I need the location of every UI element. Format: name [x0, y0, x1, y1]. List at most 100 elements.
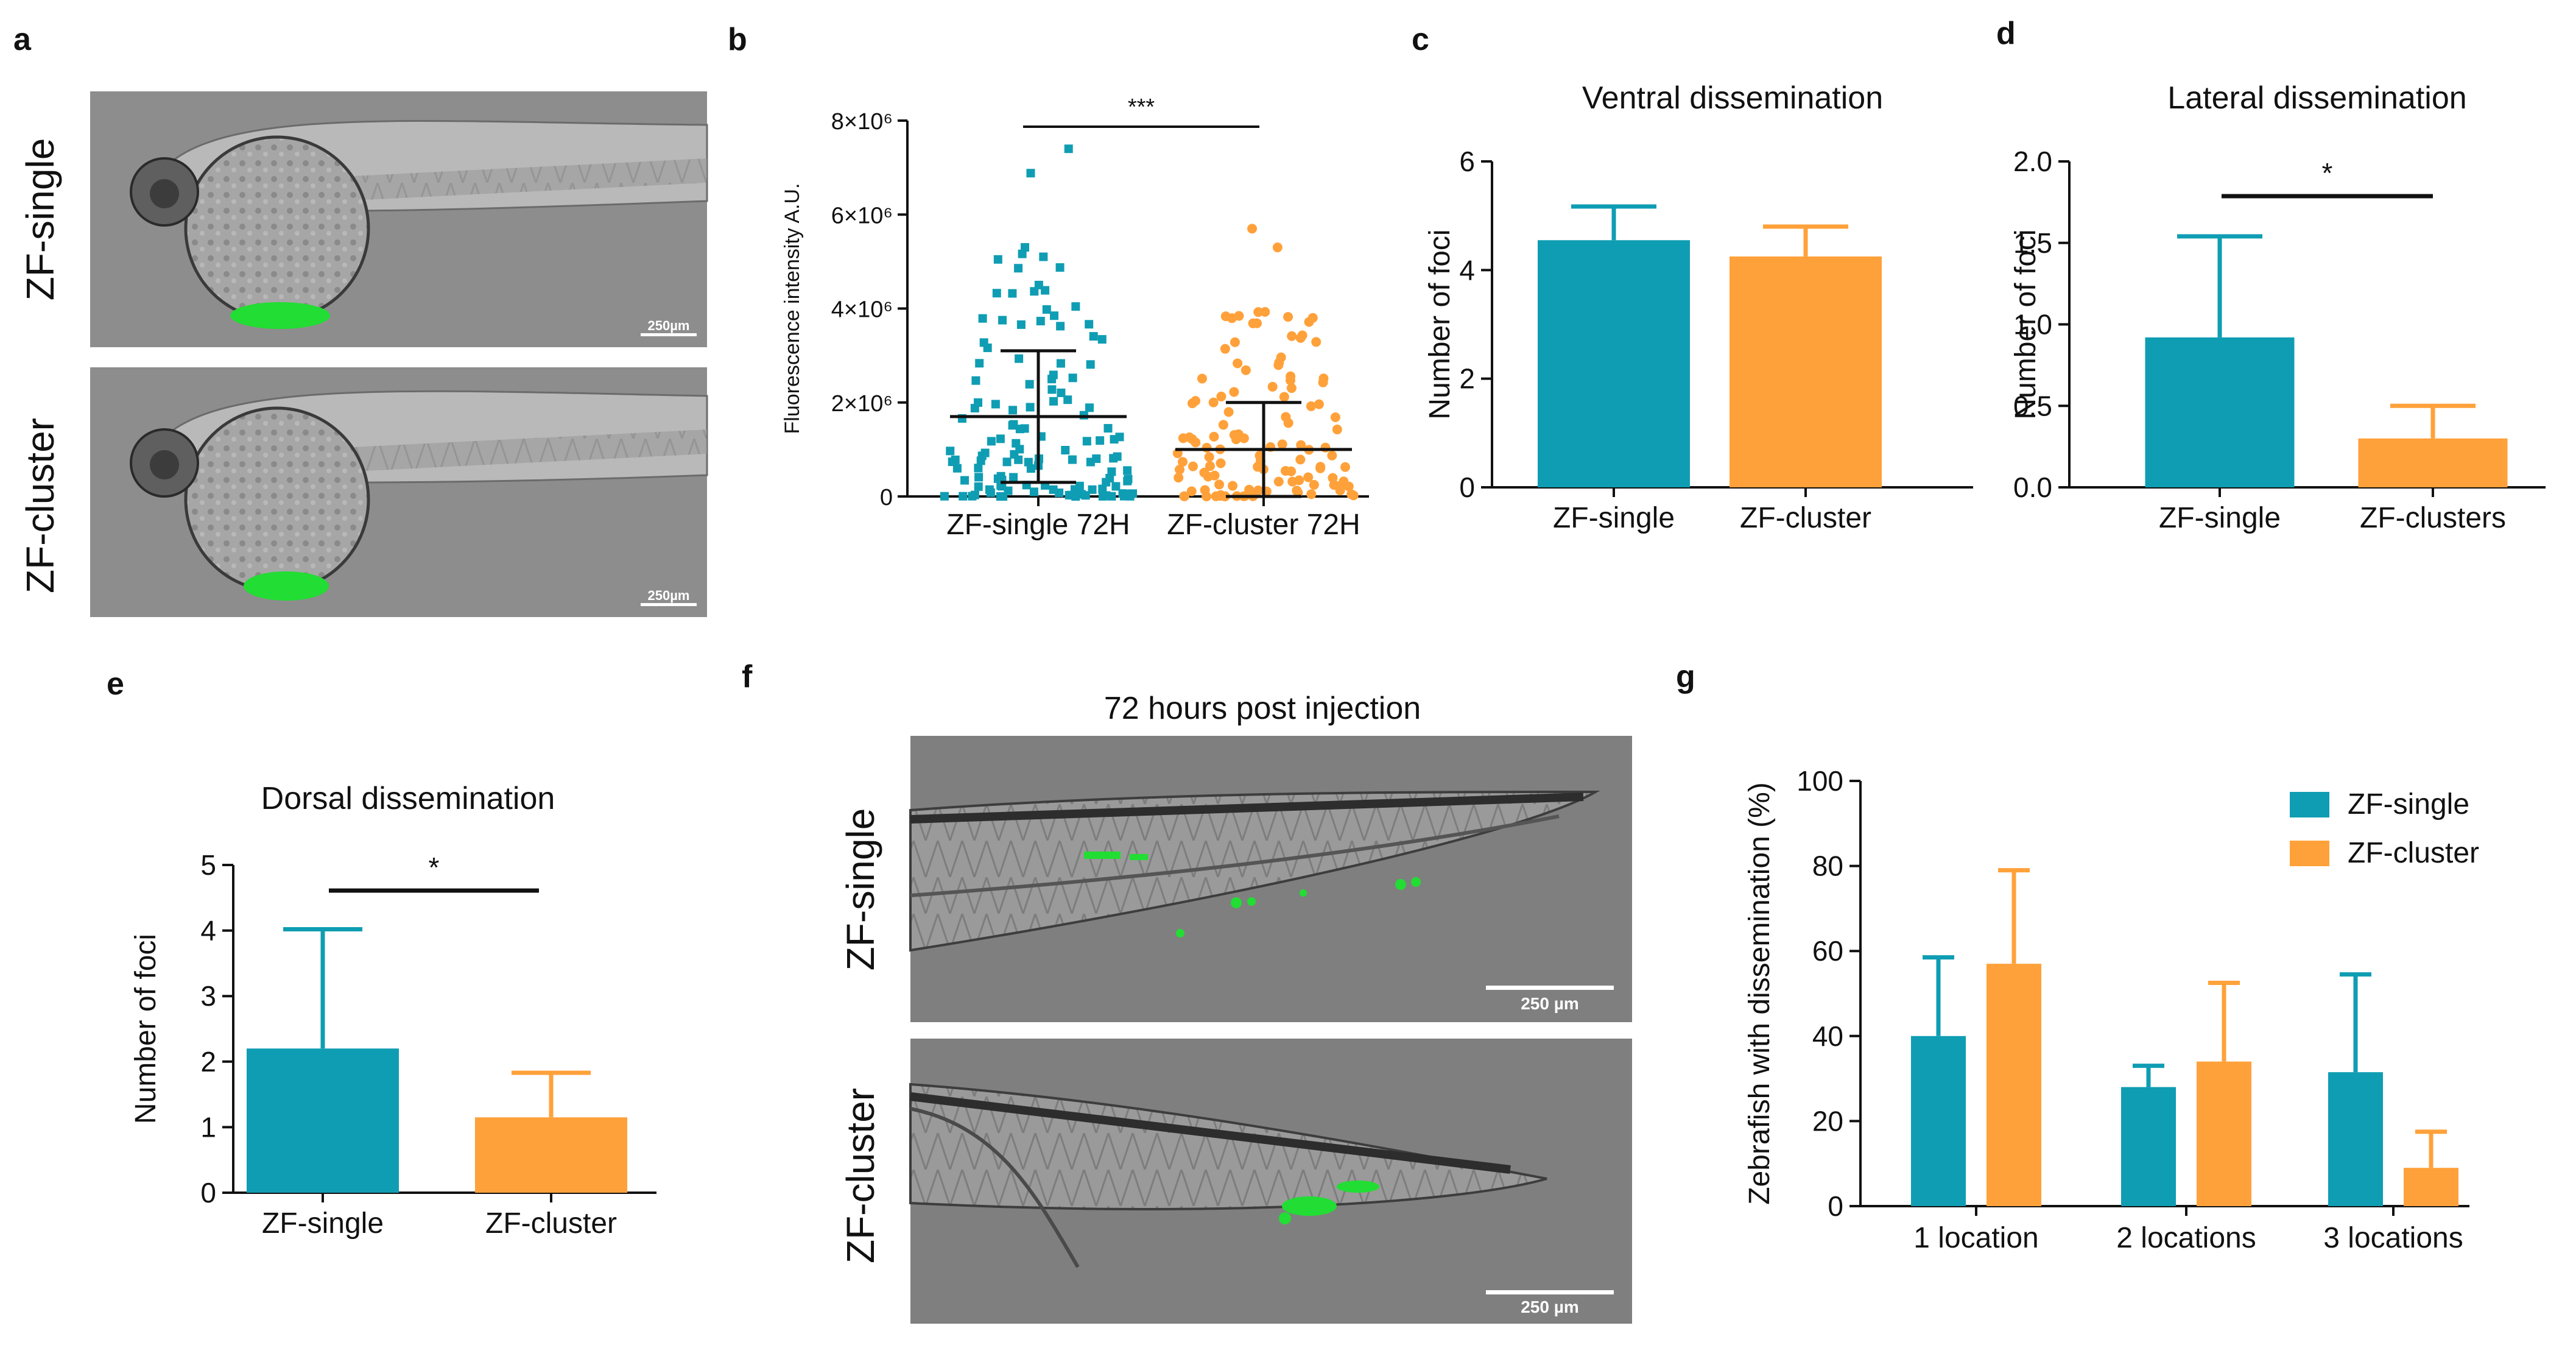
chart-d-y-tick-label: 0.0 — [2013, 471, 2052, 503]
data-point — [1248, 318, 1258, 328]
data-point — [1096, 436, 1105, 445]
data-point — [1272, 242, 1283, 253]
data-point — [1303, 472, 1314, 482]
panel-d: d Lateral dissemination Number of foci 0.0… — [1996, 16, 2546, 534]
data-point — [1214, 479, 1225, 490]
data-point — [1082, 437, 1091, 446]
data-point — [1216, 391, 1226, 401]
data-point — [993, 255, 1002, 264]
chart-d-title: Lateral dissemination — [2167, 80, 2466, 116]
panel-f-title: 72 hours post injection — [1104, 691, 1421, 726]
data-point — [1121, 489, 1130, 498]
data-point — [1281, 412, 1291, 422]
data-point — [1311, 337, 1321, 347]
chart-d-y-tick-label: 0.5 — [2013, 390, 2052, 422]
tumor-foci-cluster — [1279, 1181, 1379, 1224]
panel-b: b Fluorescence intensity A.U. 0 2×10⁶ 4×10⁶… — [728, 22, 1369, 541]
chart-c: Ventral dissemination Number of foci 0 2 4 6 Z… — [1424, 80, 1973, 534]
bar-zf-clusters — [2358, 438, 2508, 487]
data-point — [1287, 331, 1297, 341]
bar-zf-single — [247, 1048, 399, 1193]
x-tick-label: 2 locations — [2116, 1222, 2256, 1254]
significance-marker: * — [2322, 157, 2333, 189]
data-point — [1306, 489, 1317, 500]
bar-zf-single — [2328, 1072, 2383, 1206]
data-point — [1014, 264, 1023, 273]
data-point — [1085, 403, 1094, 412]
data-point — [1191, 396, 1201, 406]
data-point — [993, 474, 1002, 483]
panel-g: g Zebrafish with dissemination (%) 0 20 40 6… — [1676, 659, 2479, 1254]
data-point — [974, 464, 983, 473]
data-point — [1287, 476, 1298, 487]
legend-swatch-zf-single — [2290, 792, 2329, 817]
data-point — [1220, 344, 1230, 354]
data-point — [1016, 320, 1026, 329]
data-point — [1203, 471, 1213, 482]
scalebar-label-a2: 250µm — [648, 588, 690, 603]
data-point — [1306, 401, 1316, 411]
chart-e-y-tick-label: 4 — [200, 915, 216, 947]
chart-e-y-tick-label: 0 — [200, 1177, 216, 1209]
legend-swatch-zf-cluster — [2290, 841, 2329, 866]
data-point — [1318, 377, 1328, 387]
data-point — [1332, 425, 1342, 435]
x-tick-label: ZF-single — [2159, 502, 2281, 534]
panel-a: a ZF-single ZF-cluster 250µm 250µm — [13, 22, 708, 617]
data-point — [1276, 352, 1286, 362]
data-point — [1056, 359, 1065, 368]
data-point — [948, 457, 957, 467]
x-tick-label: ZF-single — [262, 1207, 384, 1240]
chart-e-y-tick-label: 1 — [200, 1111, 216, 1143]
data-point — [1296, 440, 1306, 450]
data-point — [1029, 487, 1038, 496]
chart-b-y-tick-label: 0 — [880, 485, 893, 510]
data-point — [1110, 435, 1119, 444]
data-point — [978, 314, 987, 323]
data-point — [1089, 332, 1098, 341]
data-point — [1229, 387, 1239, 397]
data-point — [1202, 491, 1212, 501]
chart-e-title: Dorsal dissemination — [261, 781, 555, 816]
data-point — [1218, 420, 1228, 430]
data-point — [1102, 478, 1111, 487]
data-point — [1047, 375, 1057, 384]
data-point — [1267, 381, 1278, 392]
x-tick-label: 1 location — [1913, 1222, 2038, 1254]
data-point — [1209, 431, 1219, 442]
data-point — [1233, 429, 1244, 439]
bar-zf-single — [2121, 1087, 2176, 1206]
chart-c-y-tick-label: 4 — [1459, 254, 1475, 286]
bar-zf-cluster — [1987, 964, 2041, 1206]
data-point — [999, 492, 1008, 501]
chart-e: Dorsal dissemination Number of foci 0 1 2 3 4 5… — [130, 781, 656, 1240]
scalebar-label-f1: 250 µm — [1521, 994, 1579, 1013]
data-point — [1088, 485, 1097, 494]
panel-c: c Ventral dissemination Number of foci 0 2 4… — [1412, 22, 1973, 534]
bar-zf-cluster — [1730, 256, 1882, 487]
data-point — [974, 482, 983, 491]
chart-b-y-tick-label: 6×10⁶ — [831, 203, 893, 228]
data-point — [1180, 491, 1190, 501]
data-point — [1330, 412, 1340, 423]
data-point — [1314, 399, 1324, 409]
data-point — [1107, 467, 1116, 476]
data-point — [1315, 462, 1326, 472]
data-point — [1030, 287, 1039, 296]
data-point — [1186, 486, 1197, 496]
panel-f-letter: f — [742, 659, 753, 694]
tumor-cells-single — [230, 302, 330, 329]
data-point — [1277, 439, 1287, 450]
data-point — [1208, 397, 1219, 408]
chart-d-y-tick-label: 1.0 — [2013, 309, 2052, 341]
data-point — [1002, 457, 1012, 467]
x-tick-label: ZF-single — [1553, 502, 1675, 534]
data-point — [1018, 249, 1027, 258]
data-point — [1056, 322, 1065, 331]
chart-e-y-tick-label: 3 — [200, 980, 216, 1012]
panel-a-label-cluster: ZF-cluster — [18, 418, 62, 593]
data-point — [1055, 263, 1065, 272]
panel-f-label-single: ZF-single — [839, 808, 882, 971]
data-point — [971, 376, 980, 385]
